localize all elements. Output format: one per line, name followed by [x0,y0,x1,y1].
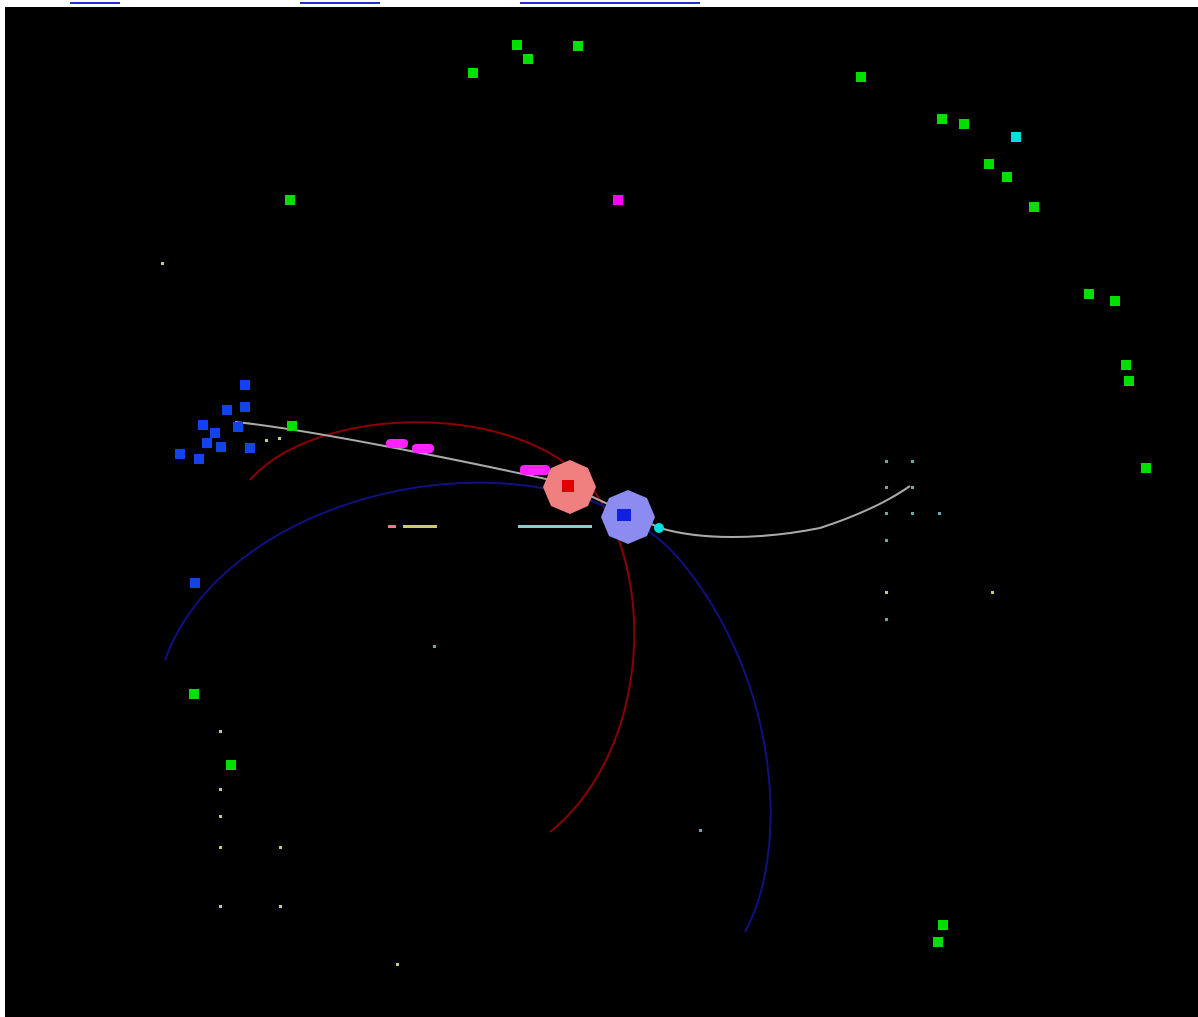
blue-orbit [164,481,772,933]
magenta-unit [613,195,623,205]
debris [161,262,994,966]
projectiles [386,439,550,475]
cyan-marker [654,523,664,533]
blue-ship-core [617,509,631,521]
cyan-unit [1011,132,1021,142]
game-canvas [5,7,1198,1017]
blue-units [175,380,255,588]
trajectory [234,421,911,538]
red-ship-core [562,480,574,492]
green-units [189,40,1151,947]
